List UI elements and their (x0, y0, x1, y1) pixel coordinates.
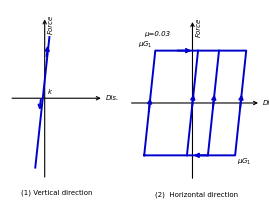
Text: Force: Force (48, 15, 54, 34)
Text: μ=0.03: μ=0.03 (144, 31, 171, 37)
Text: Dis.: Dis. (263, 100, 269, 106)
Text: (1) Vertical direction: (1) Vertical direction (21, 190, 92, 196)
Text: Force: Force (196, 17, 201, 37)
Text: $\mu G_1$: $\mu G_1$ (237, 156, 251, 167)
Text: (2)  Horizontal direction: (2) Horizontal direction (155, 191, 238, 198)
Text: $\mu G_1$: $\mu G_1$ (138, 40, 153, 50)
Text: Dis.: Dis. (106, 95, 119, 101)
Text: k: k (48, 89, 52, 95)
